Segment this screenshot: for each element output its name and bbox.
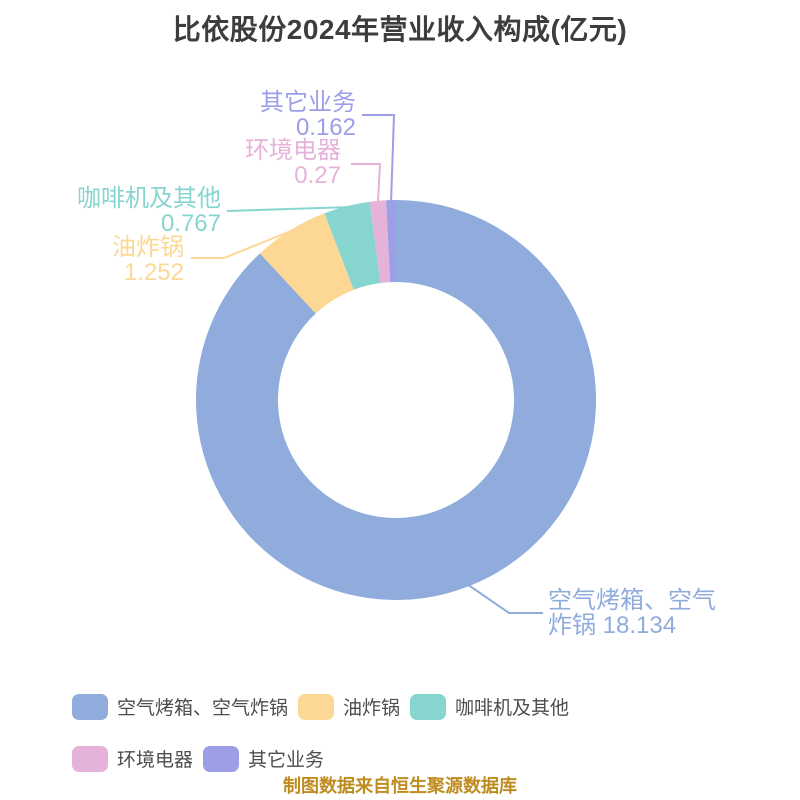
- legend: 空气烤箱、空气炸锅 油炸锅 咖啡机及其他环境电器 其它业务: [72, 693, 617, 772]
- pie-label-4: 其它业务 0.162: [260, 90, 356, 140]
- pie-label-line: 1.252: [123, 259, 184, 286]
- pie-label-line: 炸锅 18.134: [548, 612, 677, 639]
- legend-item-4[interactable]: 其它业务: [203, 745, 324, 772]
- label-line-2: [226, 206, 348, 212]
- pie-label-1: 油炸锅 1.252: [112, 235, 184, 285]
- pie-slice-0[interactable]: [195, 200, 596, 600]
- legend-label-1: 油炸锅: [343, 698, 401, 719]
- label-line-1: [191, 230, 292, 259]
- pie-label-line: 其它业务: [260, 89, 356, 116]
- pie-label-0: 空气烤箱、空气 炸锅 18.134: [548, 588, 716, 638]
- pie-slice-3[interactable]: [369, 200, 391, 284]
- label-line-4: [362, 114, 396, 202]
- legend-item-0[interactable]: 空气烤箱、空气炸锅: [72, 693, 288, 720]
- pie-label-3: 环境电器 0.27: [245, 138, 341, 188]
- pie-slice-4[interactable]: [386, 200, 396, 283]
- legend-swatch-3: [72, 745, 108, 772]
- pie-label-2: 咖啡机及其他 0.767: [77, 186, 221, 236]
- legend-swatch-1: [298, 693, 335, 720]
- chart-title: 比依股份2024年营业收入构成(亿元): [172, 14, 628, 45]
- legend-item-1[interactable]: 油炸锅: [298, 693, 400, 720]
- pie-label-line: 0.27: [294, 162, 341, 189]
- data-source-caption: 制图数据来自恒生聚源数据库: [283, 776, 517, 796]
- pie-label-line: 环境电器: [245, 137, 341, 164]
- legend-label-3: 环境电器: [117, 750, 194, 771]
- legend-label-0: 空气烤箱、空气炸锅: [117, 698, 289, 719]
- label-line-0: [468, 584, 543, 614]
- label-line-3: [351, 163, 382, 202]
- legend-swatch-4: [203, 745, 240, 772]
- pie-slice-2[interactable]: [324, 201, 381, 290]
- legend-swatch-2: [410, 693, 447, 720]
- pie-label-line: 咖啡机及其他: [77, 185, 221, 212]
- legend-item-3[interactable]: 环境电器: [72, 745, 193, 772]
- legend-label-2: 咖啡机及其他: [455, 698, 570, 719]
- legend-swatch-0: [72, 693, 108, 720]
- pie-label-line: 0.767: [160, 210, 221, 237]
- pie-label-line: 油炸锅: [112, 234, 184, 261]
- legend-item-2[interactable]: 咖啡机及其他: [410, 693, 569, 720]
- pie-label-line: 空气烤箱、空气: [548, 587, 716, 614]
- pie-label-line: 0.162: [295, 114, 356, 141]
- legend-label-4: 其它业务: [248, 750, 325, 771]
- pie-slice-1[interactable]: [259, 213, 354, 314]
